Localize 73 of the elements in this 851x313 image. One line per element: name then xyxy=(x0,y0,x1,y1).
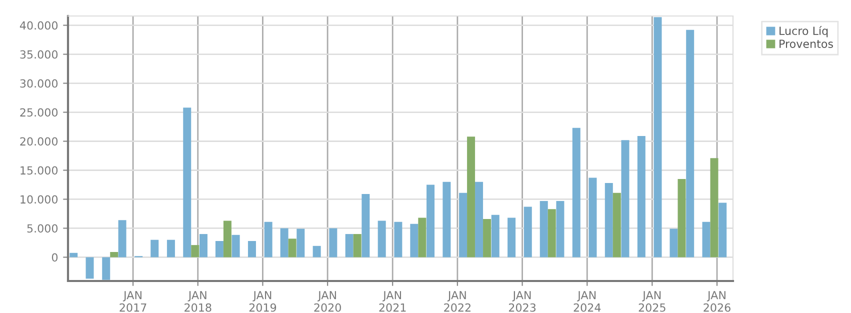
bar xyxy=(588,178,597,258)
bar xyxy=(475,182,484,258)
x-tick-label: JAN 2017 xyxy=(120,291,146,312)
bar xyxy=(280,228,288,258)
bar xyxy=(296,228,305,258)
bar xyxy=(264,222,272,258)
bar xyxy=(686,30,694,258)
bar xyxy=(150,240,159,258)
bar xyxy=(166,240,175,258)
bar xyxy=(418,218,426,258)
bar xyxy=(718,202,727,258)
y-tick-label: 35.000 xyxy=(20,50,58,59)
x-tick-label: JAN 2022 xyxy=(444,291,470,312)
legend-label: Proventos xyxy=(780,40,833,48)
x-tick-label: JAN 2024 xyxy=(574,291,601,312)
x-tick-label: JAN 2019 xyxy=(249,291,276,312)
bar xyxy=(353,234,362,258)
bar xyxy=(556,200,564,258)
bar xyxy=(183,108,192,258)
bar xyxy=(540,200,548,258)
bar xyxy=(678,178,686,258)
y-tick-label: 0 xyxy=(52,253,58,262)
bar xyxy=(637,136,646,258)
bar xyxy=(459,192,468,258)
bar xyxy=(426,184,435,258)
bar xyxy=(191,245,200,258)
bar xyxy=(394,222,402,258)
bar xyxy=(110,252,118,258)
bar xyxy=(508,218,516,258)
bar xyxy=(442,182,451,258)
x-tick-label: JAN 2021 xyxy=(379,291,406,312)
x-tick-label: JAN 2020 xyxy=(314,291,341,312)
bar xyxy=(612,192,621,258)
bar xyxy=(710,158,718,258)
bar xyxy=(702,222,710,258)
bar xyxy=(70,252,78,258)
x-tick-label: JAN 2026 xyxy=(704,291,730,312)
bar xyxy=(548,209,556,258)
bar xyxy=(604,183,613,258)
bar xyxy=(223,220,232,258)
bar xyxy=(491,214,500,258)
x-tick-label: JAN 2023 xyxy=(508,291,536,312)
bar xyxy=(572,128,580,258)
x-tick-label: JAN 2025 xyxy=(638,291,666,312)
bar xyxy=(86,257,94,279)
bar xyxy=(232,234,240,258)
bar xyxy=(345,234,354,258)
legend-label: Lucro Líq xyxy=(780,26,828,38)
y-tick-label: 25.000 xyxy=(20,108,58,117)
y-tick-label: 30.000 xyxy=(20,79,58,88)
bar xyxy=(654,17,662,258)
bar xyxy=(483,218,492,258)
bar xyxy=(524,206,532,258)
y-tick-label: 5.000 xyxy=(27,224,58,233)
bar xyxy=(312,246,321,258)
y-tick-label: 10.000 xyxy=(20,195,58,204)
bar xyxy=(329,228,338,258)
bar xyxy=(215,240,224,258)
bar xyxy=(467,136,476,258)
bar xyxy=(102,257,110,280)
bar xyxy=(378,220,386,258)
bar xyxy=(248,240,256,258)
y-tick-label: 15.000 xyxy=(20,166,58,175)
bar xyxy=(670,228,678,258)
bar xyxy=(199,234,208,258)
bar xyxy=(621,140,630,258)
y-tick-label: 40.000 xyxy=(20,21,58,30)
x-tick-label: JAN 2018 xyxy=(184,291,212,312)
y-tick-label: 20.000 xyxy=(20,137,58,146)
bar xyxy=(362,194,370,258)
bar xyxy=(288,238,296,258)
bar xyxy=(410,224,418,258)
bar xyxy=(118,220,126,258)
